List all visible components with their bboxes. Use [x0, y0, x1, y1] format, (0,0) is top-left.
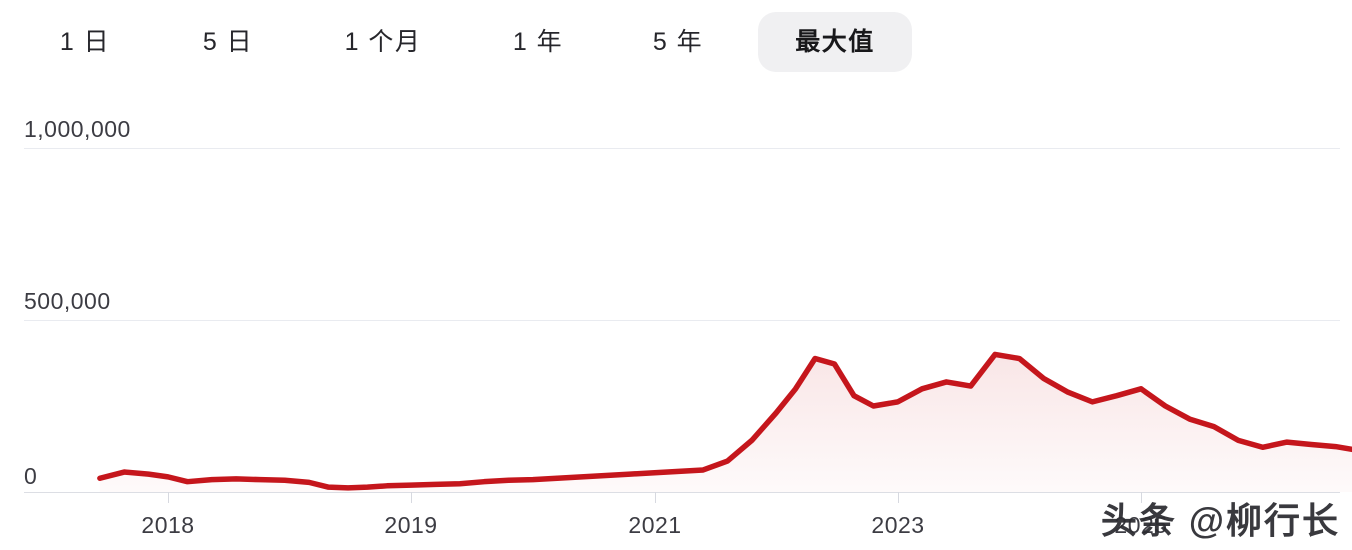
x-axis-tick-2025: [1141, 492, 1142, 503]
tab-1-month-label: 1 个月: [344, 28, 422, 56]
tab-5-day[interactable]: 5 日: [173, 12, 283, 72]
price-chart[interactable]: 1,000,000 500,000 0 2018 2019 2021 2023 …: [0, 88, 1352, 550]
tab-1-month[interactable]: 1 个月: [313, 12, 453, 72]
price-series-plot: [97, 351, 1352, 492]
tab-5-year-label: 5 年: [652, 28, 704, 56]
tab-1-year[interactable]: 1 年: [483, 12, 593, 72]
tab-max-label: 最大值: [795, 28, 875, 56]
x-axis-label-2025: 2025: [1114, 512, 1168, 538]
gridline-1000000: [24, 148, 1340, 149]
tab-1-day-label: 1 日: [59, 28, 111, 56]
y-axis-label-500000: 500,000: [24, 288, 111, 314]
y-axis-label-0: 0: [24, 463, 38, 489]
tab-5-year[interactable]: 5 年: [623, 12, 733, 72]
gridline-500000: [24, 320, 1340, 321]
x-axis-label-2019: 2019: [384, 512, 438, 538]
x-axis-tick-2021: [655, 492, 656, 503]
price-area-fill: [99, 354, 1352, 492]
x-axis-label-2023: 2023: [871, 512, 925, 538]
tab-1-year-label: 1 年: [512, 28, 564, 56]
gridline-0: [24, 492, 1340, 493]
tab-1-day[interactable]: 1 日: [30, 12, 140, 72]
range-tab-bar: 1 日 5 日 1 个月 1 年 5 年 最大值: [0, 0, 1352, 88]
tab-5-day-label: 5 日: [202, 28, 254, 56]
x-axis-label-2021: 2021: [628, 512, 682, 538]
tab-max[interactable]: 最大值: [758, 12, 912, 72]
y-axis-label-1000000: 1,000,000: [24, 116, 131, 142]
x-axis-tick-2023: [898, 492, 899, 503]
price-line: [97, 351, 1352, 491]
x-axis-tick-2019: [411, 492, 412, 503]
x-axis-tick-2018: [168, 492, 169, 503]
x-axis-label-2018: 2018: [141, 512, 195, 538]
